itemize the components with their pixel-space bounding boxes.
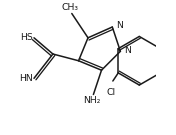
Text: N: N bbox=[124, 46, 131, 55]
Text: CH₃: CH₃ bbox=[62, 3, 79, 12]
Text: HS: HS bbox=[20, 33, 33, 42]
Text: HN: HN bbox=[19, 75, 33, 83]
Text: NH₂: NH₂ bbox=[83, 96, 101, 105]
Text: N: N bbox=[116, 21, 122, 30]
Text: Cl: Cl bbox=[107, 88, 116, 97]
